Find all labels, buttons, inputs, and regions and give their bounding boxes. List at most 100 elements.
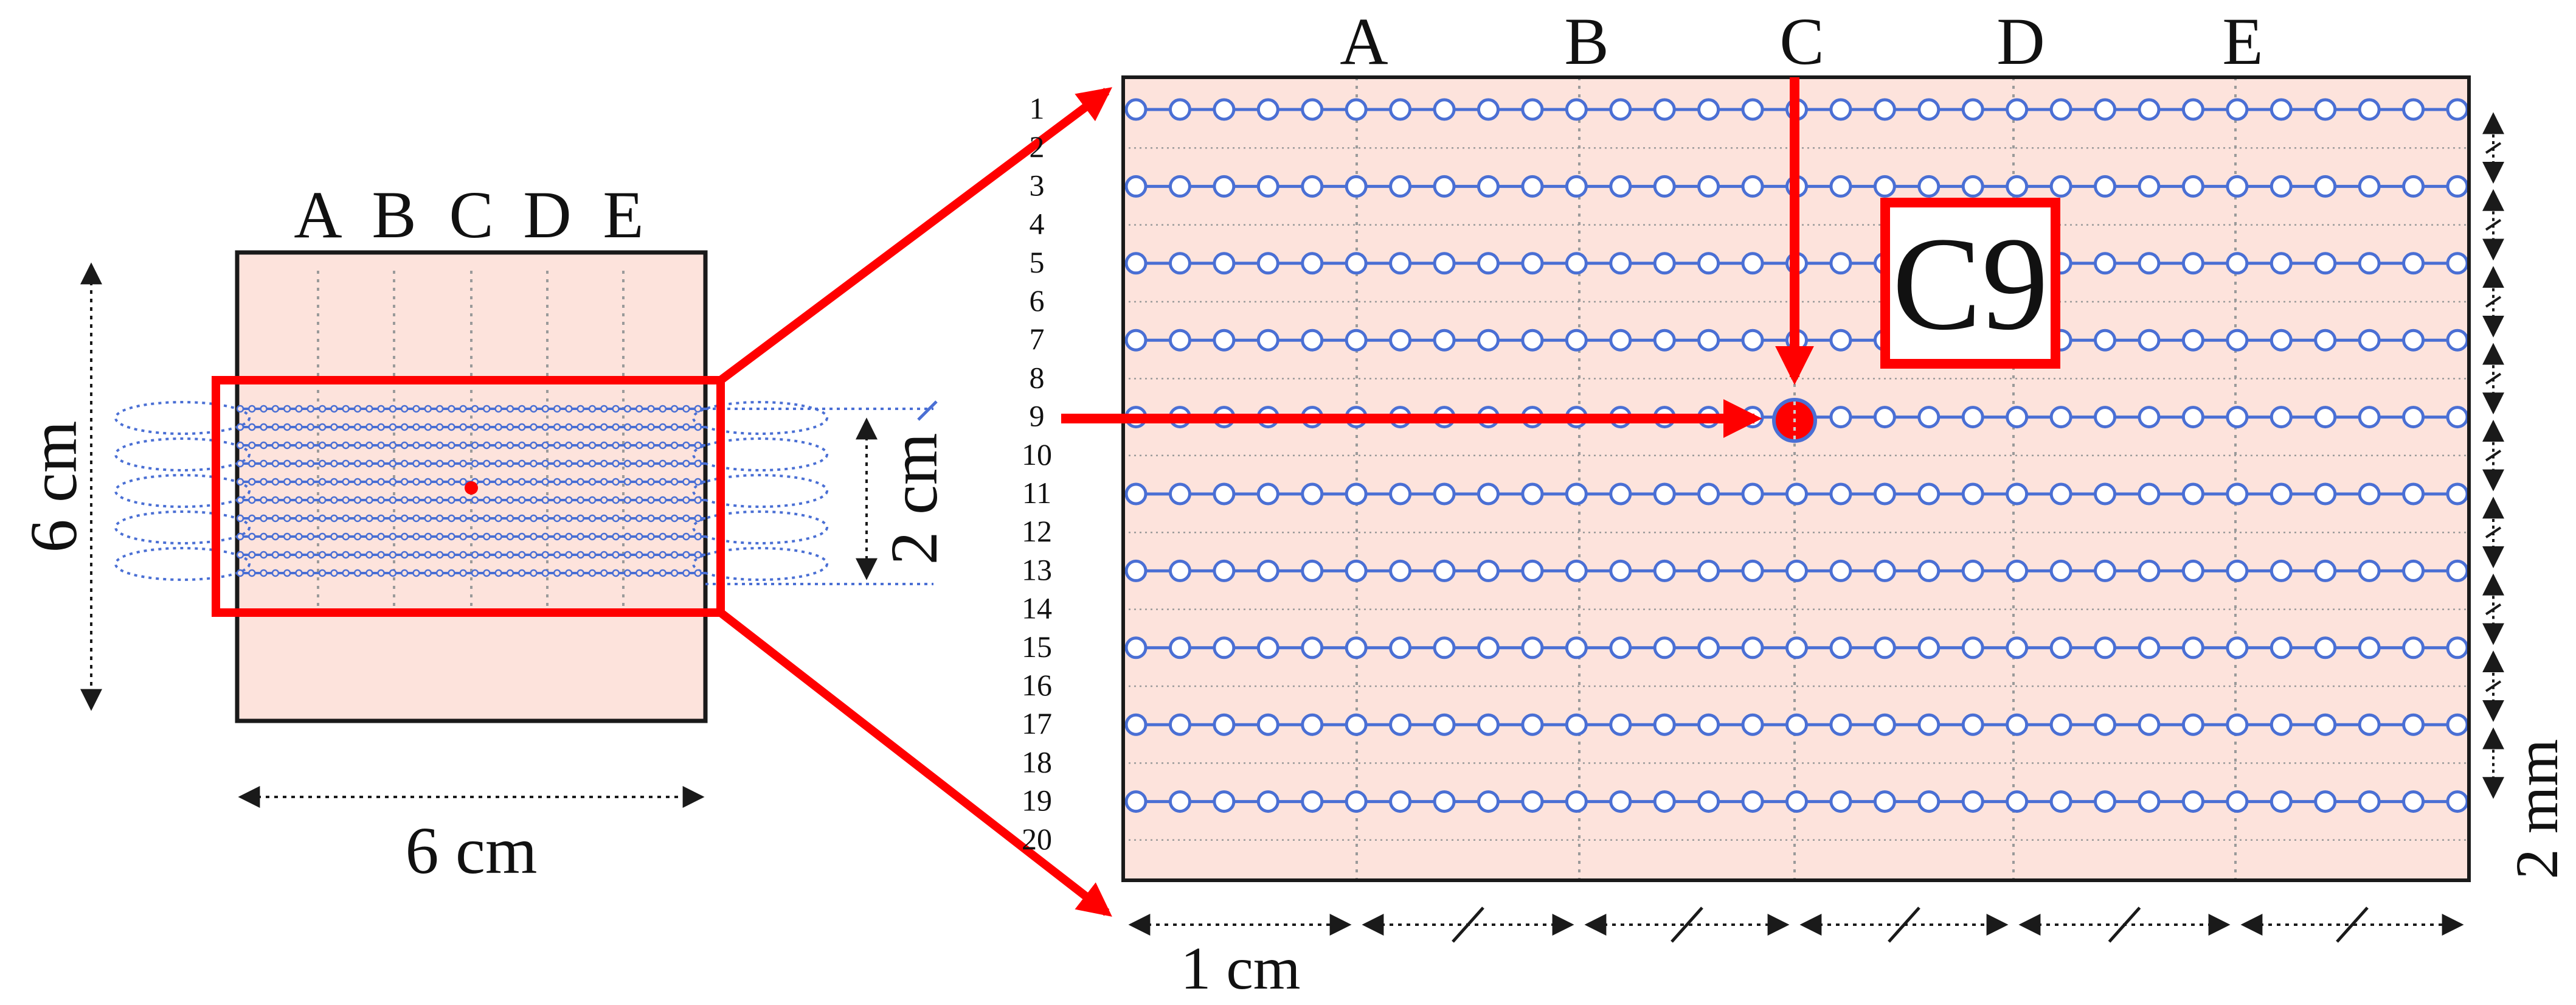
scan-point (2270, 636, 2293, 659)
overview-scan-point (600, 423, 608, 431)
overview-scan-point (518, 478, 526, 486)
equal-tick (2485, 526, 2502, 538)
scan-point (1697, 713, 1720, 736)
scan-point (1389, 98, 1412, 121)
scan-point (1433, 790, 1456, 813)
overview-scan-point (682, 514, 690, 523)
scan-point (2358, 329, 2381, 352)
overview-column-label: E (603, 178, 643, 252)
scan-point (1917, 713, 1941, 736)
overview-scan-point (647, 478, 655, 486)
overview-scan-point (295, 441, 303, 450)
overview-scan-point (260, 478, 268, 486)
overview-scan-point (483, 514, 491, 523)
scan-point (1653, 252, 1676, 275)
scan-point (1785, 790, 1808, 813)
overview-selected-point (465, 481, 478, 495)
overview-scan-point (389, 441, 397, 450)
overview-scan-point (670, 441, 679, 450)
overview-scan-point (271, 423, 280, 431)
overview-scan-point (400, 459, 409, 468)
scan-point (1168, 329, 1191, 352)
selected-callout-label: C9 (1892, 209, 2049, 358)
row-label: 6 (1030, 283, 1045, 318)
overview-scan-point (565, 551, 573, 559)
scan-point (1124, 252, 1148, 275)
overview-scan-point (576, 423, 584, 431)
overview-scan-point (306, 532, 315, 541)
overview-scan-point (506, 532, 514, 541)
scan-point (1124, 790, 1148, 813)
row-label: 5 (1030, 245, 1045, 279)
row-label: 7 (1030, 322, 1045, 356)
overview-scan-point (635, 478, 643, 486)
overview-scan-point (635, 532, 643, 541)
column-label: D (1996, 4, 2045, 78)
overview-scan-point (576, 532, 584, 541)
overview-scan-point (483, 551, 491, 559)
overview-scan-point (471, 441, 479, 450)
overview-scan-point (459, 569, 467, 577)
overview-scan-point (459, 478, 467, 486)
overview-scan-point (518, 569, 526, 577)
overview-scan-point (295, 569, 303, 577)
scan-point (1697, 636, 1720, 659)
scan-point (1741, 98, 1764, 121)
overview-scan-point (353, 459, 362, 468)
scan-point (1345, 482, 1368, 506)
overview-column-label: D (523, 178, 571, 252)
scan-point (1213, 482, 1236, 506)
scan-point (1477, 98, 1500, 121)
scan-point (1961, 482, 1984, 506)
overview-scan-point (659, 459, 667, 468)
overview-scan-point (494, 514, 502, 523)
scan-point (1256, 713, 1279, 736)
scan-point (1565, 713, 1588, 736)
equal-length-tick (1452, 906, 1484, 943)
overview-scan-point (295, 478, 303, 486)
scan-point (1256, 559, 1279, 582)
overview-scan-point (260, 514, 268, 523)
overview-scan-point (459, 514, 467, 523)
scan-point (2446, 482, 2469, 506)
scan-point (1609, 790, 1632, 813)
overview-scan-point (541, 532, 550, 541)
scan-point (2314, 252, 2337, 275)
overview-scan-point (377, 569, 385, 577)
overview-scan-point (389, 569, 397, 577)
scan-point (2006, 790, 2029, 813)
scan-point (1521, 790, 1544, 813)
scan-point (1697, 252, 1720, 275)
scan-point (2094, 713, 2117, 736)
overview-scan-point (483, 532, 491, 541)
overview-scan-point (471, 405, 479, 413)
overview-scan-point (647, 551, 655, 559)
loop-left (114, 437, 251, 471)
overview-scan-point (635, 405, 643, 413)
overview-scan-point (588, 441, 597, 450)
scan-point (2181, 98, 2204, 121)
loop-right (692, 437, 828, 471)
overview-scan-point (659, 405, 667, 413)
scan-point (2358, 790, 2381, 813)
scan-point (2138, 559, 2161, 582)
loop-right (692, 510, 828, 544)
overview-scan-point (541, 459, 550, 468)
overview-scan-point (670, 496, 679, 504)
scan-point (2446, 98, 2469, 121)
scan-point (2094, 252, 2117, 275)
overview-scan-point (553, 532, 561, 541)
scan-point (2314, 559, 2337, 582)
overview-scan-point (248, 459, 256, 468)
overview-scan-point (576, 569, 584, 577)
scan-point (1256, 252, 1279, 275)
scan-point (1521, 713, 1544, 736)
overview-scan-point (389, 423, 397, 431)
overview-scan-point (494, 532, 502, 541)
overview-scan-point (623, 405, 632, 413)
scan-point (2358, 98, 2381, 121)
overview-scan-point (459, 532, 467, 541)
overview-scan-point (600, 441, 608, 450)
overview-column-label: A (294, 178, 342, 252)
scan-point (1433, 713, 1456, 736)
